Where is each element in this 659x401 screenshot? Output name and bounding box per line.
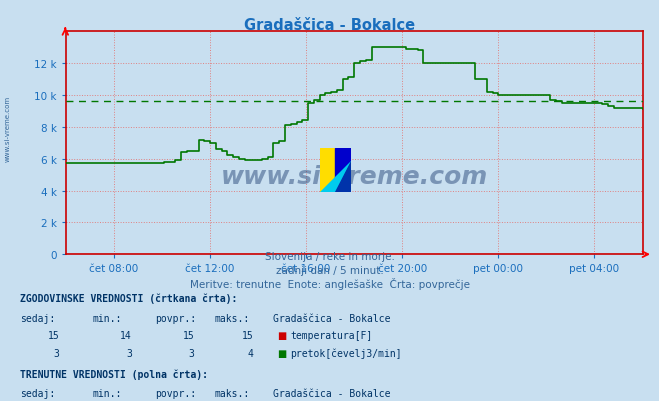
Text: sedaj:: sedaj: bbox=[20, 313, 55, 323]
Text: povpr.:: povpr.: bbox=[155, 388, 196, 398]
Bar bbox=[335, 148, 351, 192]
Text: maks.:: maks.: bbox=[214, 313, 249, 323]
Text: Slovenija / reke in morje.: Slovenija / reke in morje. bbox=[264, 252, 395, 262]
Text: www.si-vreme.com: www.si-vreme.com bbox=[221, 165, 488, 189]
Text: 15: 15 bbox=[47, 330, 59, 340]
Text: Meritve: trenutne  Enote: anglešaške  Črta: povprečje: Meritve: trenutne Enote: anglešaške Črta… bbox=[190, 277, 469, 289]
Polygon shape bbox=[335, 162, 351, 192]
Text: Gradaščica - Bokalce: Gradaščica - Bokalce bbox=[273, 388, 391, 398]
Text: Gradaščica - Bokalce: Gradaščica - Bokalce bbox=[244, 18, 415, 33]
Text: 3: 3 bbox=[53, 348, 59, 358]
Text: 14: 14 bbox=[120, 330, 132, 340]
Text: ■: ■ bbox=[277, 330, 286, 340]
Text: 3: 3 bbox=[126, 348, 132, 358]
Text: sedaj:: sedaj: bbox=[20, 388, 55, 398]
Text: min.:: min.: bbox=[92, 313, 122, 323]
Text: TRENUTNE VREDNOSTI (polna črta):: TRENUTNE VREDNOSTI (polna črta): bbox=[20, 369, 208, 379]
Text: pretok[čevelj3/min]: pretok[čevelj3/min] bbox=[290, 348, 401, 358]
Polygon shape bbox=[320, 162, 351, 192]
Text: ■: ■ bbox=[277, 348, 286, 358]
Text: 4: 4 bbox=[248, 348, 254, 358]
Text: 3: 3 bbox=[188, 348, 194, 358]
Text: min.:: min.: bbox=[92, 388, 122, 398]
Text: maks.:: maks.: bbox=[214, 388, 249, 398]
Text: 15: 15 bbox=[183, 330, 194, 340]
Text: 15: 15 bbox=[242, 330, 254, 340]
Text: povpr.:: povpr.: bbox=[155, 313, 196, 323]
Bar bbox=[320, 148, 335, 192]
Text: Gradaščica - Bokalce: Gradaščica - Bokalce bbox=[273, 313, 391, 323]
Text: zadnji dan / 5 minut.: zadnji dan / 5 minut. bbox=[275, 265, 384, 275]
Text: ZGODOVINSKE VREDNOSTI (črtkana črta):: ZGODOVINSKE VREDNOSTI (črtkana črta): bbox=[20, 293, 237, 304]
Text: www.si-vreme.com: www.si-vreme.com bbox=[5, 95, 11, 161]
Text: temperatura[F]: temperatura[F] bbox=[290, 330, 372, 340]
